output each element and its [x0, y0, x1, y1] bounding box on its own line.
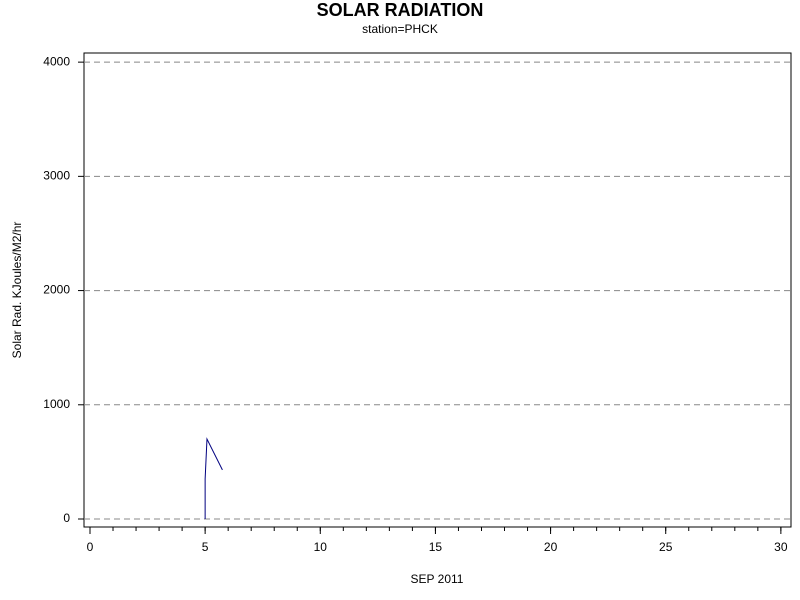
chart-subtitle: station=PHCK — [362, 22, 438, 36]
x-tick-label: 5 — [202, 540, 209, 554]
x-axis-label: SEP 2011 — [411, 572, 464, 586]
x-tick-label: 10 — [314, 540, 328, 554]
x-tick-label: 30 — [774, 540, 788, 554]
data-line — [204, 437, 223, 520]
x-tick-label: 25 — [659, 540, 673, 554]
y-tick-label: 3000 — [43, 169, 70, 183]
x-tick-label: 20 — [544, 540, 558, 554]
y-tick-label: 2000 — [43, 283, 70, 297]
y-tick-label: 0 — [63, 511, 70, 525]
chart-title: SOLAR RADIATION — [317, 0, 484, 20]
y-axis-label: Solar Rad. KJoules/M2/hr — [10, 222, 24, 359]
x-tick-label: 0 — [87, 540, 94, 554]
y-tick-label: 1000 — [43, 397, 70, 411]
plot-frame — [83, 52, 792, 528]
x-tick-label: 15 — [429, 540, 443, 554]
y-tick-label: 4000 — [43, 54, 70, 68]
